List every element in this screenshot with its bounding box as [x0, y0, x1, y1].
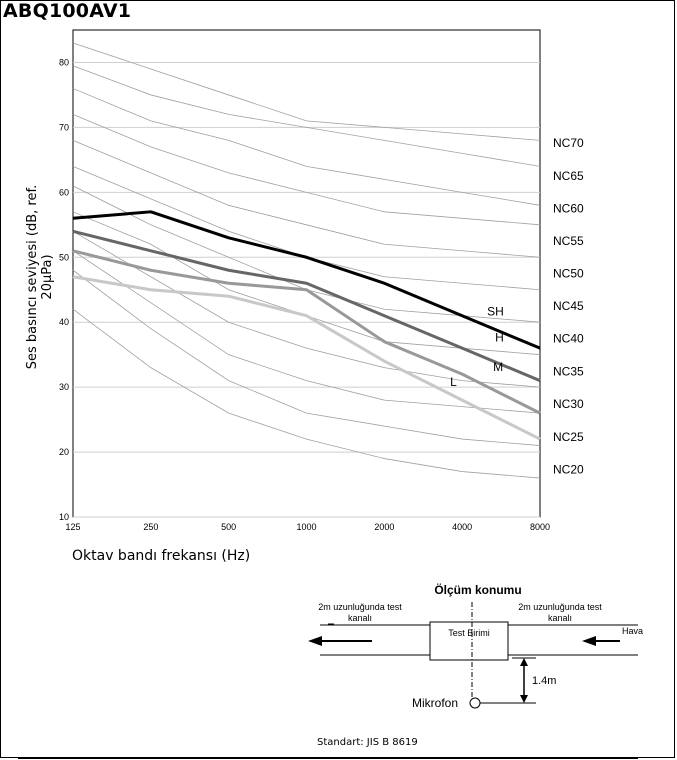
left-arrow-icon	[308, 636, 372, 646]
measurement-diagram: Ölçüm konumu 2m uzunluğunda test kanalı …	[308, 582, 643, 710]
air-label: Hava	[622, 626, 643, 636]
distance-label: 1.4m	[532, 675, 556, 687]
nc-curve	[72, 230, 541, 388]
nc-curve	[72, 185, 541, 323]
series-labels: SH H M L	[450, 305, 504, 389]
series-line-m	[72, 249, 541, 415]
x-tick-label: 500	[221, 522, 236, 532]
standard-note: Standart: JIS B 8619	[317, 737, 418, 748]
nc-curve	[72, 269, 541, 446]
nc-curve	[72, 165, 541, 291]
microphone-icon	[469, 697, 481, 709]
nc-curve	[72, 308, 541, 479]
series-label: L	[450, 375, 457, 389]
x-tick-label: 8000	[530, 522, 550, 532]
nc-label: NC45	[553, 299, 584, 313]
microphone-label: Mikrofon	[412, 696, 458, 710]
bottom-rule	[18, 757, 638, 759]
nc-label: NC50	[553, 267, 584, 281]
right-duct-label-1: 2m uzunluğunda test	[518, 602, 602, 612]
right-arrow-icon	[582, 636, 620, 646]
series-label: H	[495, 331, 504, 345]
nc-chart: 10 20 30 40 50 60 70 80 125 250 500 1000 2000 4000 80…	[59, 29, 584, 532]
nc-curve	[72, 65, 541, 167]
left-duct-label-1: 2m uzunluğunda test	[318, 602, 402, 612]
nc-label: NC30	[553, 397, 584, 411]
nc-curves	[72, 42, 541, 479]
x-tick-label: 1000	[296, 522, 316, 532]
y-tick-label: 40	[59, 317, 69, 327]
nc-label: NC35	[553, 365, 584, 379]
nc-curve	[72, 114, 541, 226]
x-tick-label: 250	[143, 522, 158, 532]
nc-label: NC65	[553, 169, 584, 183]
nc-labels: NC70 NC65 NC60 NC55 NC50 NC45 NC40 NC35 NC30 NC25…	[553, 136, 584, 477]
nc-label: NC20	[553, 463, 584, 477]
nc-label: NC25	[553, 430, 584, 444]
series-lines	[72, 210, 541, 441]
y-tick-label: 50	[59, 252, 69, 262]
distance-arrow-down	[520, 695, 528, 703]
nc-curve	[72, 140, 541, 258]
y-tick-label: 20	[59, 447, 69, 457]
diagram-title: Ölçüm konumu	[434, 582, 521, 597]
y-tick-label: 80	[59, 57, 69, 67]
y-tick-label: 30	[59, 382, 69, 392]
nc-label: NC60	[553, 202, 584, 216]
nc-label: NC70	[553, 136, 584, 150]
x-tick-label: 125	[65, 522, 80, 532]
x-tick-label: 2000	[374, 522, 394, 532]
test-unit-box	[429, 621, 509, 661]
x-tick-labels: 125 250 500 1000 2000 4000 8000	[65, 522, 550, 532]
right-duct-label-2: kanalı	[548, 613, 572, 623]
y-tick-label: 70	[59, 122, 69, 132]
series-line-sh	[72, 210, 541, 350]
plot-border	[72, 29, 541, 518]
page-title: ABQ100AV1	[3, 0, 132, 22]
series-line-h	[72, 229, 541, 383]
x-axis-label: Oktav bandı frekansı (Hz)	[72, 548, 251, 564]
nc-curve	[72, 250, 541, 414]
nc-label: NC55	[553, 234, 584, 248]
nc-label: NC40	[553, 331, 584, 345]
x-tick-label: 4000	[452, 522, 472, 532]
series-line-l	[72, 275, 541, 441]
nc-curve	[72, 42, 541, 141]
nc-curve	[72, 88, 541, 206]
series-label: SH	[487, 305, 504, 319]
left-duct-label-2: kanalı	[348, 613, 372, 623]
y-axis-label: Ses basıncı seviyesi (dB, ref. 20µPa)	[25, 184, 55, 370]
series-label: M	[493, 360, 503, 374]
y-tick-labels: 10 20 30 40 50 60 70 80	[59, 57, 69, 522]
test-unit-label: Test Birimi	[448, 628, 490, 638]
distance-arrow-up	[520, 658, 528, 666]
y-tick-label: 10	[59, 512, 69, 522]
y-tick-label: 60	[59, 187, 69, 197]
